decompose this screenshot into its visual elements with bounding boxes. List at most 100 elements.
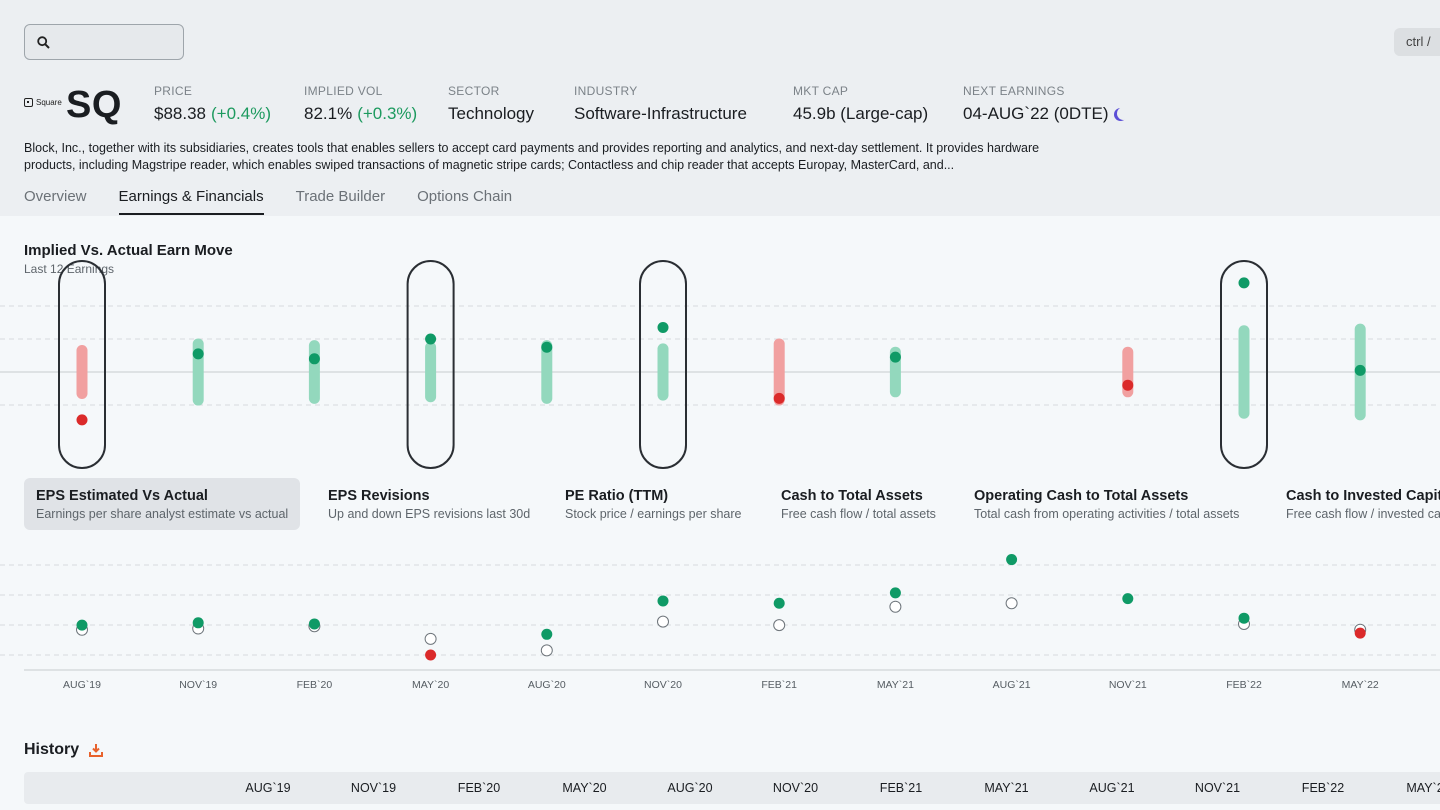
metric-operating-cash-to-total-assets[interactable]: Operating Cash to Total Assets Total cas… — [962, 478, 1251, 530]
next-earnings-stat: NEXT EARNINGS 04-AUG`22 (0DTE) — [963, 84, 1126, 124]
eps-actual-dot — [308, 618, 320, 630]
history-column-header: FEB`22 — [1301, 781, 1345, 795]
x-tick-label: MAY`21 — [876, 679, 914, 691]
actual-move-dot — [541, 341, 553, 353]
history-column-header: MAY`20 — [562, 781, 607, 795]
tab-earnings-financials[interactable]: Earnings & Financials — [118, 188, 264, 215]
outside-range-highlight — [58, 260, 106, 469]
x-tick-label: FEB`21 — [761, 679, 797, 691]
eps-chart — [0, 554, 1440, 671]
tab-overview[interactable]: Overview — [24, 188, 87, 205]
eps-actual-dot — [1122, 593, 1134, 605]
x-tick-label: MAY`22 — [1341, 679, 1379, 691]
mkt-cap-label: MKT CAP — [793, 84, 849, 98]
x-tick-label: FEB`20 — [296, 679, 333, 691]
implied-vol-stat: IMPLIED VOL 82.1% (+0.3%) — [304, 84, 417, 124]
history-column-header: FEB`20 — [457, 781, 501, 795]
eps-estimate-dot — [889, 600, 902, 613]
actual-move-dot — [308, 353, 320, 365]
metric-cash-to-total-assets[interactable]: Cash to Total Assets Free cash flow / to… — [769, 478, 948, 530]
eps-estimate-dot — [773, 619, 786, 632]
actual-move-dot — [657, 321, 669, 333]
industry-label: INDUSTRY — [574, 84, 638, 98]
implied-vol-label: IMPLIED VOL — [304, 84, 383, 98]
eps-estimate-dot — [657, 615, 669, 628]
implied-vol-change: (+0.3%) — [357, 104, 418, 123]
mkt-cap-stat: MKT CAP 45.9b (Large-cap) — [793, 84, 928, 124]
mkt-cap-value: 45.9b (Large-cap) — [793, 104, 929, 123]
search-box[interactable] — [24, 24, 184, 60]
metric-eps-revisions[interactable]: EPS Revisions Up and down EPS revisions … — [316, 478, 542, 530]
metric-title: EPS Estimated Vs Actual — [36, 488, 208, 504]
metric-subtitle: Total cash from operating activities / t… — [974, 507, 1240, 521]
price-label: PRICE — [154, 84, 193, 98]
tab-options-chain[interactable]: Options Chain — [417, 188, 513, 205]
history-column-header: NOV`19 — [350, 781, 397, 795]
price-change: (+0.4%) — [211, 104, 271, 123]
actual-move-dot — [1354, 364, 1366, 376]
implied-vol-value: 82.1% — [304, 104, 353, 123]
x-tick-label: MAY`20 — [412, 679, 450, 691]
keyboard-shortcut-hint[interactable]: ctrl / — [1394, 28, 1440, 56]
actual-move-dot — [889, 351, 901, 363]
outside-range-highlight — [406, 260, 455, 469]
actual-move-dot — [425, 333, 437, 345]
eps-actual-dot — [425, 649, 437, 661]
metric-title: PE Ratio (TTM) — [565, 488, 669, 504]
download-icon[interactable] — [89, 743, 104, 757]
price-value: $88.38 — [154, 104, 206, 123]
metric-subtitle: Earnings per share analyst estimate vs a… — [36, 507, 289, 521]
eps-estimate-dot — [540, 644, 553, 657]
x-tick-label: FEB`22 — [1226, 679, 1262, 691]
price-stat: PRICE $88.38 (+0.4%) — [154, 84, 271, 124]
x-tick-label: NOV`19 — [179, 679, 218, 691]
metric-title: EPS Revisions — [328, 488, 430, 504]
actual-move-dot — [1122, 379, 1134, 391]
eps-actual-dot — [192, 617, 204, 629]
earn-move-chart — [0, 260, 1440, 469]
eps-actual-dot — [889, 587, 901, 599]
history-column-header: NOV`21 — [1194, 781, 1241, 795]
history-column-header: MAY`22 — [1406, 781, 1440, 795]
x-tick-label: NOV`21 — [1108, 679, 1147, 691]
actual-move-dot — [192, 348, 204, 360]
metric-pe-ratio[interactable]: PE Ratio (TTM) Stock price / earnings pe… — [553, 478, 753, 530]
eps-actual-dot — [76, 619, 88, 631]
company-logo: Square — [24, 96, 62, 108]
search-icon — [37, 36, 50, 49]
outside-range-highlight — [1220, 260, 1268, 469]
history-title: History — [24, 741, 80, 758]
metric-title: Operating Cash to Total Assets — [974, 488, 1189, 504]
history-header: History — [24, 741, 104, 759]
metric-cash-to-invested-capital[interactable]: Cash to Invested Capital Free cash flow … — [1274, 478, 1440, 530]
actual-move-dot — [1238, 277, 1250, 289]
x-tick-label: AUG`21 — [992, 679, 1031, 691]
eps-actual-dot — [1238, 612, 1250, 624]
ticker-symbol: SQ — [66, 84, 122, 126]
metric-eps-estimated-vs-actual[interactable]: EPS Estimated Vs Actual Earnings per sha… — [24, 478, 301, 530]
metric-title: Cash to Invested Capital — [1286, 488, 1440, 504]
metric-subtitle: Free cash flow / invested capital — [1286, 507, 1440, 521]
eps-estimate-dot — [1005, 597, 1018, 610]
actual-move-dot — [76, 414, 88, 426]
tab-trade-builder[interactable]: Trade Builder — [295, 188, 386, 205]
eps-actual-dot — [1006, 554, 1018, 566]
metric-subtitle: Stock price / earnings per share — [565, 507, 742, 521]
earn-move-title: Implied Vs. Actual Earn Move — [24, 242, 233, 259]
tab-bar: Overview Earnings & Financials Trade Bui… — [24, 188, 512, 215]
industry-stat: INDUSTRY Software-Infrastructure — [574, 84, 747, 124]
x-tick-label: NOV`20 — [644, 679, 682, 691]
eps-actual-dot — [773, 597, 785, 609]
eps-actual-dot — [541, 628, 553, 640]
history-table-header — [24, 772, 1440, 804]
history-column-header: MAY`21 — [984, 781, 1029, 795]
square-logo-icon — [24, 97, 33, 107]
industry-value: Software-Infrastructure — [574, 104, 747, 123]
company-description: Block, Inc., together with its subsidiar… — [24, 141, 1040, 172]
ticker-header: ctrl / Square SQ PRICE $88.38 (+0.4%) IMP… — [0, 0, 1440, 216]
metric-title: Cash to Total Assets — [781, 488, 923, 504]
sector-stat: SECTOR Technology — [448, 84, 534, 124]
eps-actual-dot — [1354, 627, 1366, 639]
outside-range-highlight — [639, 260, 687, 469]
search-input[interactable] — [59, 31, 177, 53]
